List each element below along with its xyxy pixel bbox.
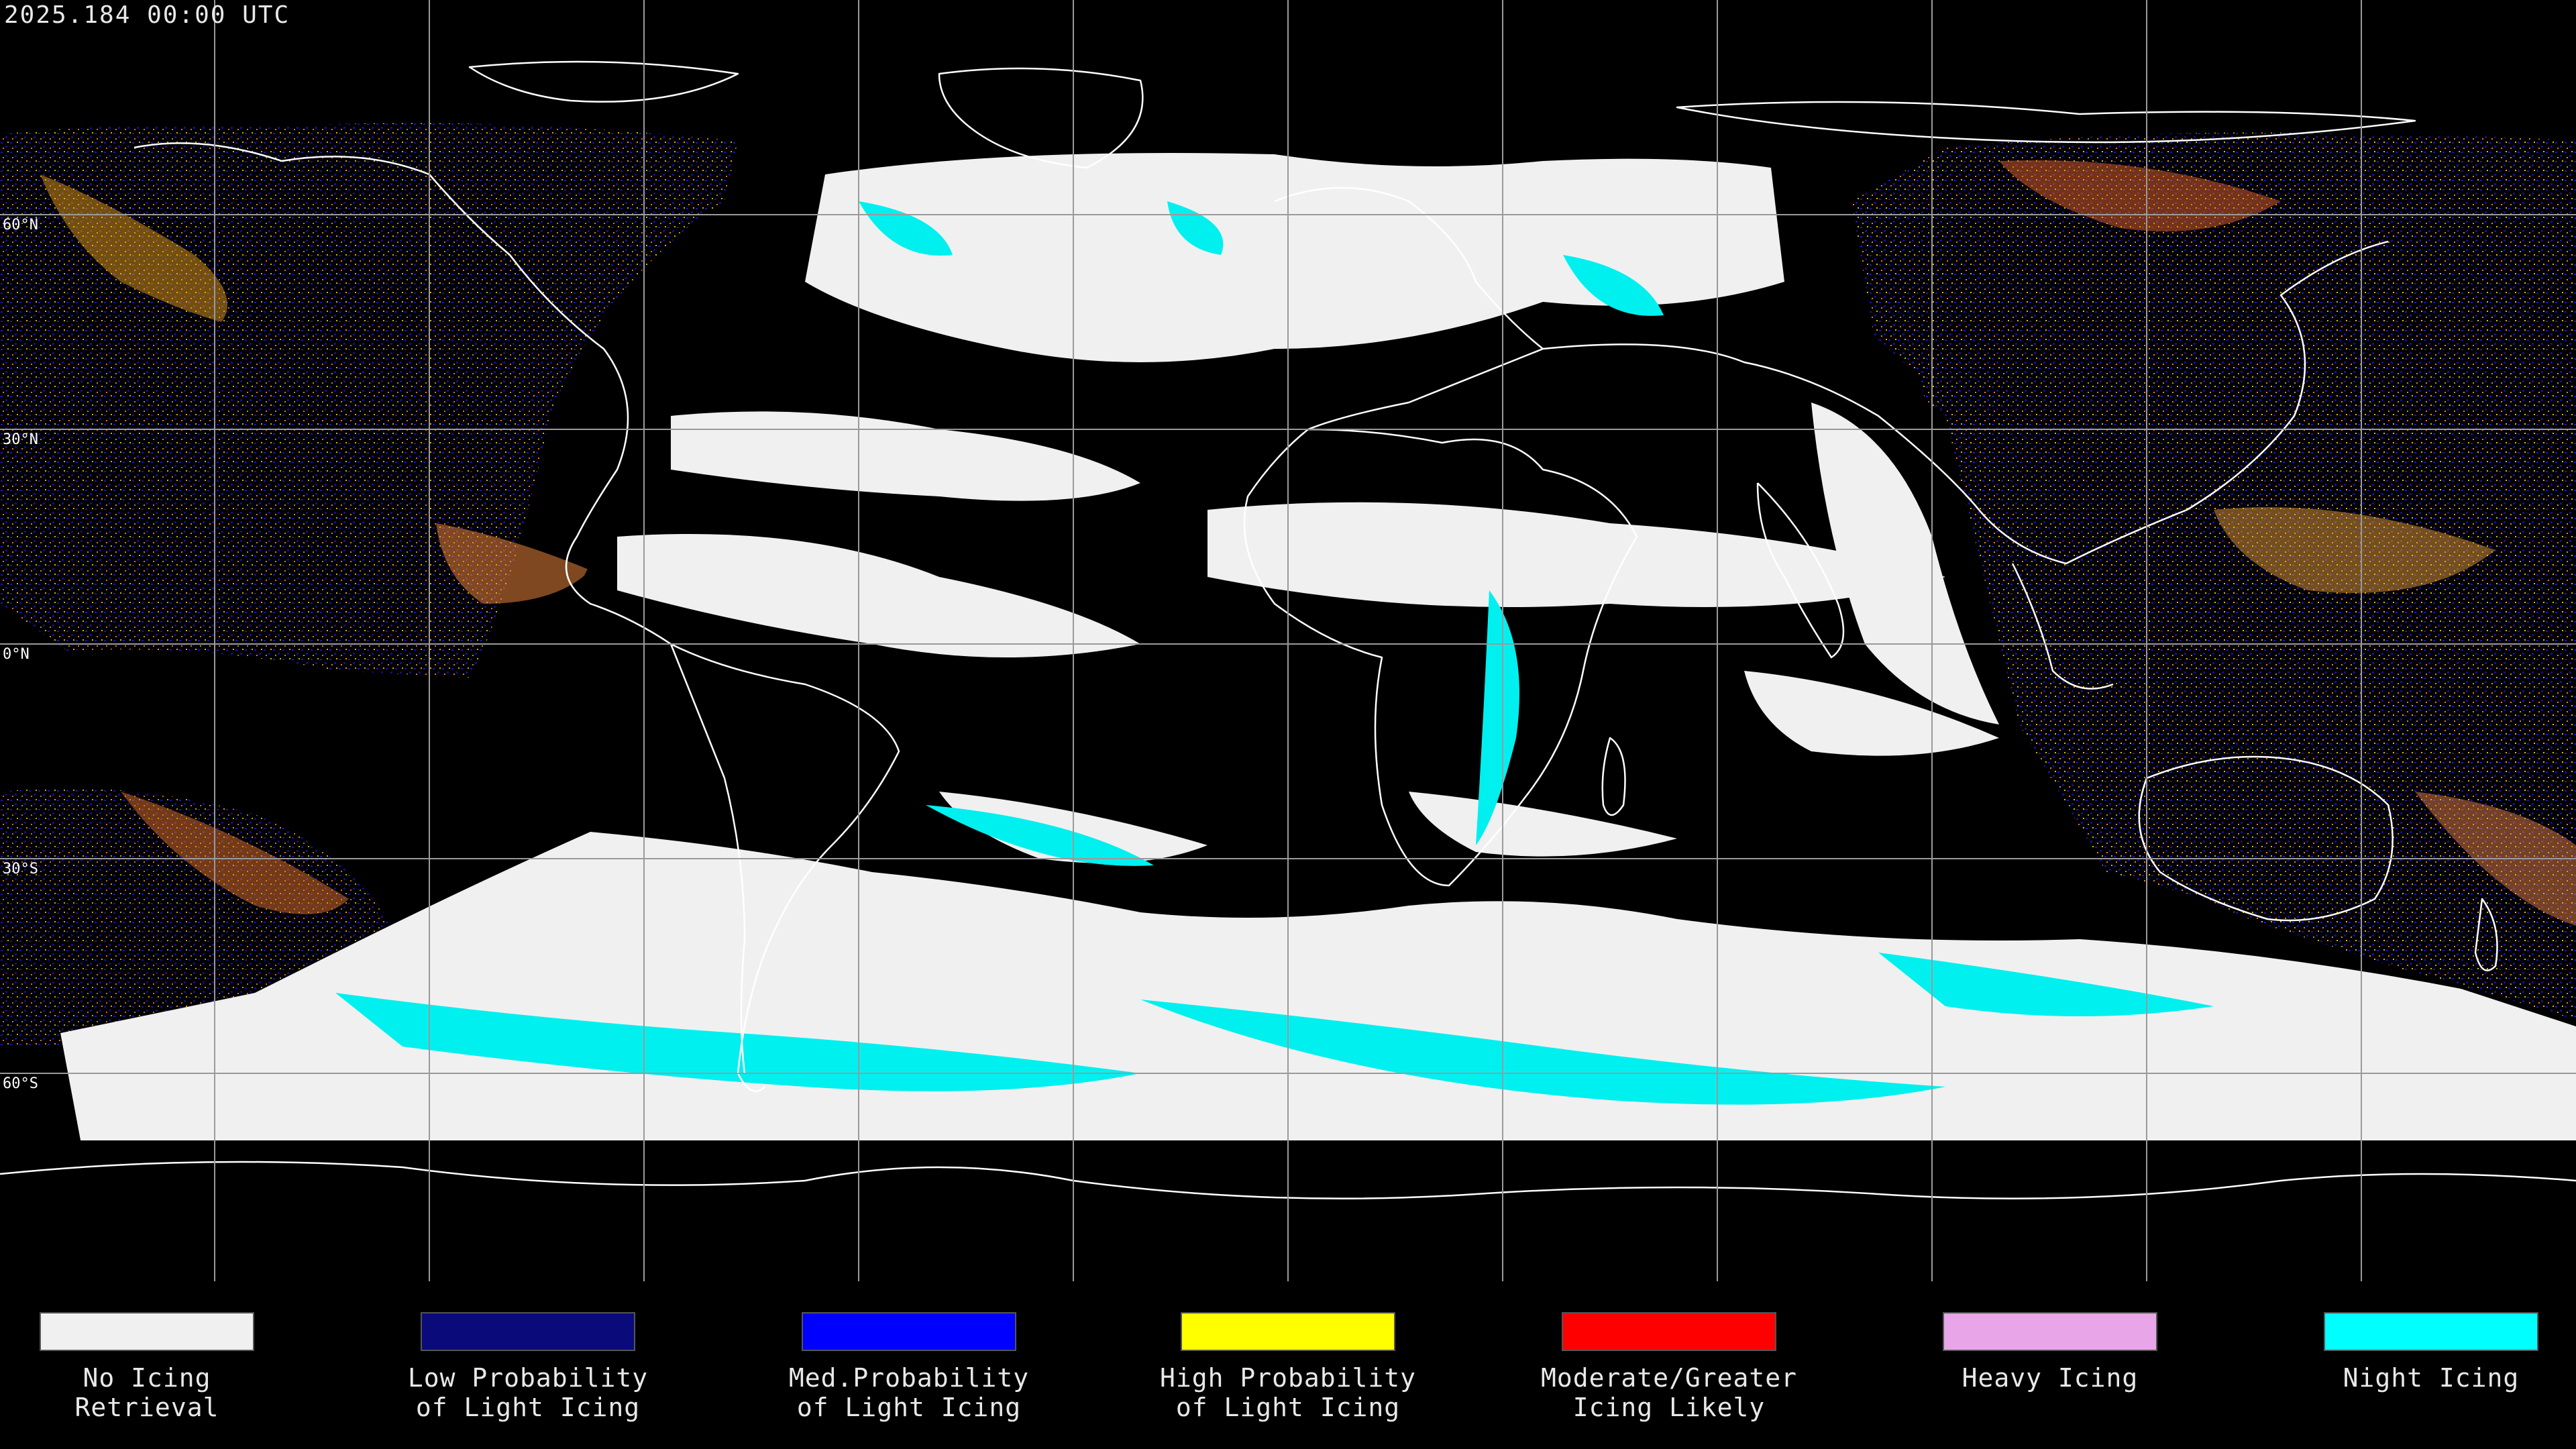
north-america-coast	[133, 142, 672, 645]
europe-coast	[1274, 186, 1544, 431]
arctic-islands-coast	[468, 60, 739, 103]
australia-coast	[2138, 755, 2394, 922]
legend-swatch-moderate-greater	[1562, 1312, 1776, 1351]
lat-label-60n: 60°N	[3, 217, 38, 233]
legend-item-high-probability: High Probability of Light Icing	[1097, 1312, 1479, 1422]
legend-label-high-probability: High Probability of Light Icing	[1159, 1363, 1417, 1422]
legend-swatch-night-icing	[2324, 1312, 2538, 1351]
legend-item-low-probability: Low Probability of Light Icing	[337, 1312, 718, 1422]
legend-item-night-icing: Night Icing	[2241, 1312, 2576, 1393]
legend-swatch-no-icing-retrieval	[40, 1312, 254, 1351]
lat-label-30s: 30°S	[3, 861, 38, 877]
coastlines	[0, 60, 2576, 1199]
siberia-coast	[1676, 101, 2416, 144]
india-coast	[1756, 482, 1845, 659]
lat-label-60s: 60°S	[3, 1075, 38, 1092]
antarctica-coast	[0, 1161, 2576, 1199]
legend-swatch-heavy-icing	[1943, 1312, 2157, 1351]
icing-field-west	[0, 123, 738, 1046]
legend-label-no-icing-retrieval: No Icing Retrieval	[74, 1363, 219, 1422]
lat-label-30n: 30°N	[3, 431, 38, 448]
africa-coast	[1243, 428, 1638, 887]
legend-label-night-icing: Night Icing	[2343, 1363, 2520, 1393]
greenland-coast	[938, 67, 1144, 169]
graticule	[0, 0, 2576, 1281]
legend-swatch-high-probability	[1181, 1312, 1395, 1351]
legend-label-heavy-icing: Heavy Icing	[1962, 1363, 2139, 1393]
legend-swatch-low-probability	[421, 1312, 635, 1351]
map-canvas: 60°N 30°N 0°N 30°S 60°S	[0, 0, 2576, 1281]
madagascar-coast	[1601, 737, 1626, 816]
southeast-asia-coast	[2011, 563, 2114, 690]
lat-label-0n: 0°N	[3, 646, 30, 663]
icing-field-east	[1851, 132, 2576, 1020]
south-america-coast	[670, 643, 900, 1092]
timestamp-label: 2025.184 00:00 UTC	[4, 1, 290, 29]
legend-item-moderate-greater: Moderate/Greater Icing Likely	[1479, 1312, 1860, 1422]
asia-coast	[1542, 240, 2389, 565]
legend: No Icing Retrieval Low Probability of Li…	[0, 1288, 2576, 1449]
legend-label-low-probability: Low Probability of Light Icing	[407, 1363, 649, 1422]
legend-swatch-med-probability	[802, 1312, 1016, 1351]
latitude-labels: 60°N 30°N 0°N 30°S 60°S	[3, 217, 38, 1092]
legend-label-med-probability: Med.Probability of Light Icing	[788, 1363, 1030, 1422]
legend-item-no-icing-retrieval: No Icing Retrieval	[0, 1312, 337, 1422]
icing-map: 60°N 30°N 0°N 30°S 60°S	[0, 0, 2576, 1281]
legend-label-moderate-greater: Moderate/Greater Icing Likely	[1540, 1363, 1798, 1422]
legend-item-heavy-icing: Heavy Icing	[1860, 1312, 2241, 1393]
legend-item-med-probability: Med.Probability of Light Icing	[718, 1312, 1099, 1422]
new-zealand-coast	[2474, 898, 2498, 971]
